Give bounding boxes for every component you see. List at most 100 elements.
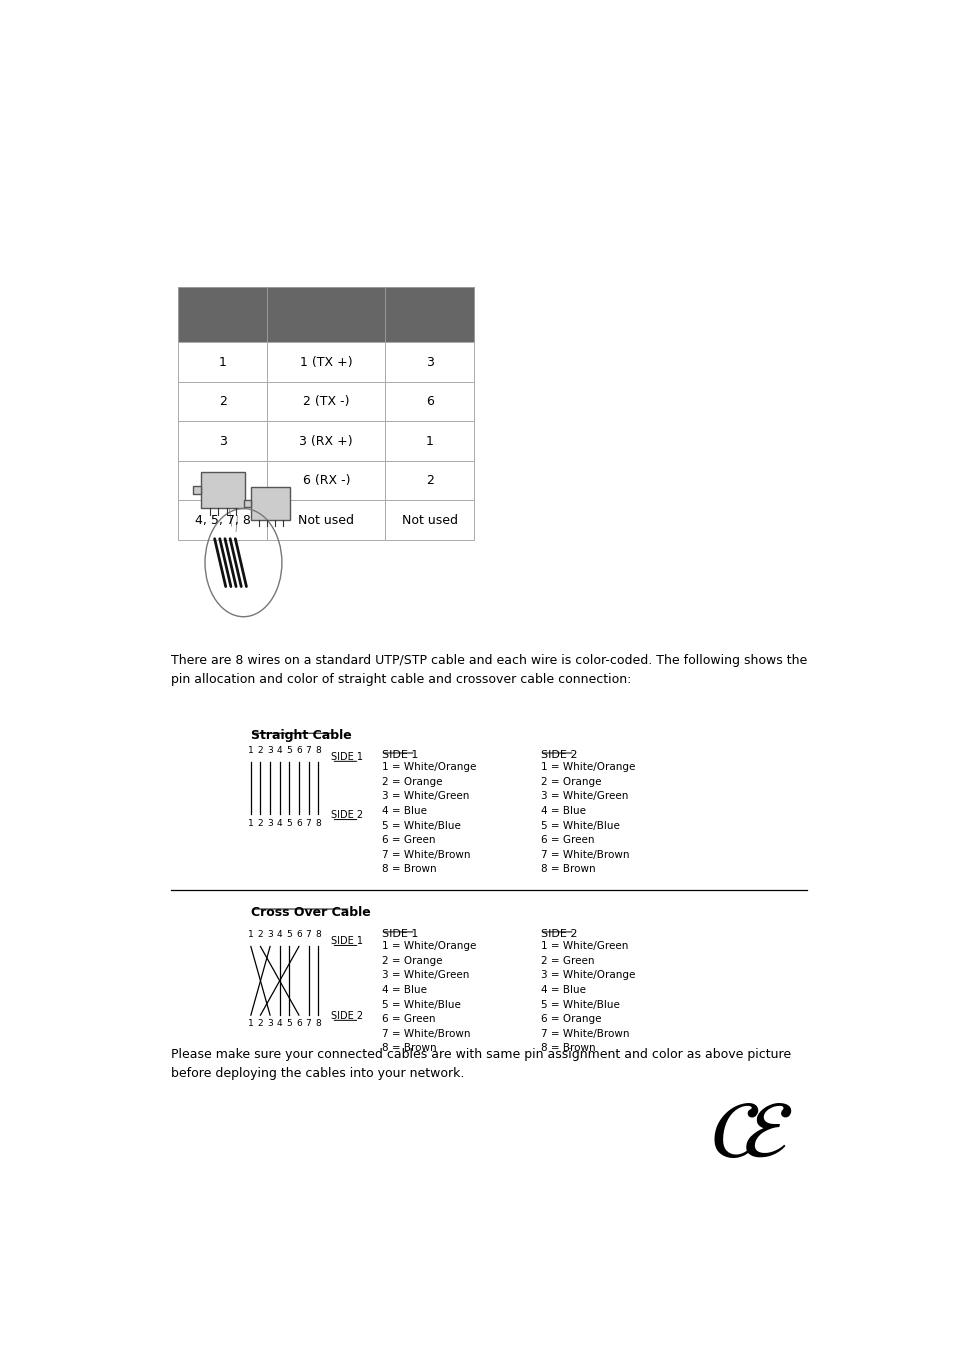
FancyBboxPatch shape xyxy=(178,342,267,382)
Text: 2: 2 xyxy=(257,1019,263,1028)
FancyBboxPatch shape xyxy=(178,500,267,540)
Text: 2: 2 xyxy=(218,394,227,408)
Text: 8: 8 xyxy=(314,819,320,828)
FancyBboxPatch shape xyxy=(178,461,267,500)
Text: 8 = Brown: 8 = Brown xyxy=(540,865,595,874)
Text: 4: 4 xyxy=(276,746,282,755)
Text: 1 (TX +): 1 (TX +) xyxy=(299,355,353,369)
Text: 7: 7 xyxy=(305,931,311,939)
Text: 1 = White/Orange: 1 = White/Orange xyxy=(381,762,476,773)
Text: 3 = White/Orange: 3 = White/Orange xyxy=(540,970,635,981)
Text: SIDE 2: SIDE 2 xyxy=(331,1011,363,1021)
Text: 8: 8 xyxy=(314,931,320,939)
Text: 7: 7 xyxy=(305,1019,311,1028)
Text: 3: 3 xyxy=(425,355,434,369)
Text: 1: 1 xyxy=(218,355,227,369)
Text: SIDE 2: SIDE 2 xyxy=(540,750,577,759)
FancyBboxPatch shape xyxy=(385,422,474,461)
Text: 2: 2 xyxy=(257,819,263,828)
Text: 5 = White/Blue: 5 = White/Blue xyxy=(381,1000,460,1009)
Text: 7: 7 xyxy=(305,819,311,828)
Text: 8: 8 xyxy=(314,746,320,755)
FancyBboxPatch shape xyxy=(267,500,385,540)
Text: 4 = Blue: 4 = Blue xyxy=(540,807,585,816)
Text: 5: 5 xyxy=(286,746,292,755)
FancyBboxPatch shape xyxy=(267,382,385,422)
Text: $\mathcal{C}\!\mathcal{E}$: $\mathcal{C}\!\mathcal{E}$ xyxy=(709,1096,792,1174)
Text: 3: 3 xyxy=(267,931,273,939)
Text: SIDE 1: SIDE 1 xyxy=(381,750,417,759)
Text: 1: 1 xyxy=(248,819,253,828)
Text: 6: 6 xyxy=(295,931,301,939)
Text: 1: 1 xyxy=(248,931,253,939)
Bar xyxy=(244,500,251,507)
FancyBboxPatch shape xyxy=(385,286,474,342)
Text: SIDE 2: SIDE 2 xyxy=(540,928,577,939)
Text: 3: 3 xyxy=(267,746,273,755)
Text: 3 = White/Green: 3 = White/Green xyxy=(381,792,469,801)
Text: 6: 6 xyxy=(425,394,434,408)
Text: 3: 3 xyxy=(267,819,273,828)
Text: 1: 1 xyxy=(248,1019,253,1028)
Text: 3 (RX +): 3 (RX +) xyxy=(299,435,353,447)
Text: 7 = White/Brown: 7 = White/Brown xyxy=(381,850,470,859)
FancyBboxPatch shape xyxy=(267,286,385,342)
Text: 4: 4 xyxy=(276,819,282,828)
Text: 2 = Orange: 2 = Orange xyxy=(381,777,442,786)
Text: 7 = White/Brown: 7 = White/Brown xyxy=(381,1028,470,1039)
Text: 3: 3 xyxy=(218,435,227,447)
Text: 1 = White/Orange: 1 = White/Orange xyxy=(540,762,635,773)
Text: 6 = Orange: 6 = Orange xyxy=(540,1015,600,1024)
Text: Straight Cable: Straight Cable xyxy=(251,730,352,742)
Text: 5: 5 xyxy=(286,819,292,828)
Text: 4 = Blue: 4 = Blue xyxy=(540,985,585,994)
Text: 5 = White/Blue: 5 = White/Blue xyxy=(381,820,460,831)
Bar xyxy=(193,485,200,494)
Text: 2: 2 xyxy=(257,931,263,939)
Text: 3 = White/Green: 3 = White/Green xyxy=(540,792,627,801)
Text: 4 = Blue: 4 = Blue xyxy=(381,985,426,994)
Text: 1: 1 xyxy=(425,435,434,447)
Text: SIDE 1: SIDE 1 xyxy=(331,936,363,946)
FancyBboxPatch shape xyxy=(178,422,267,461)
Text: 3 = White/Green: 3 = White/Green xyxy=(381,970,469,981)
FancyBboxPatch shape xyxy=(385,461,474,500)
Text: 6: 6 xyxy=(218,474,227,488)
Text: 1: 1 xyxy=(248,746,253,755)
Text: 7 = White/Brown: 7 = White/Brown xyxy=(540,1028,629,1039)
FancyBboxPatch shape xyxy=(178,286,267,342)
Text: 5 = White/Blue: 5 = White/Blue xyxy=(540,820,618,831)
Text: SIDE 1: SIDE 1 xyxy=(331,753,363,762)
Text: 2: 2 xyxy=(425,474,434,488)
FancyBboxPatch shape xyxy=(385,382,474,422)
Text: 8: 8 xyxy=(314,1019,320,1028)
Text: 2 = Orange: 2 = Orange xyxy=(381,957,442,966)
Text: 6: 6 xyxy=(295,819,301,828)
Text: 6 = Green: 6 = Green xyxy=(381,835,435,846)
FancyBboxPatch shape xyxy=(385,500,474,540)
Text: Not used: Not used xyxy=(298,513,354,527)
Text: 4 = Blue: 4 = Blue xyxy=(381,807,426,816)
FancyBboxPatch shape xyxy=(385,342,474,382)
FancyBboxPatch shape xyxy=(267,461,385,500)
Text: 5: 5 xyxy=(286,931,292,939)
Text: 6: 6 xyxy=(295,746,301,755)
Bar xyxy=(200,471,245,508)
Bar xyxy=(251,488,290,520)
Text: 7: 7 xyxy=(305,746,311,755)
FancyBboxPatch shape xyxy=(267,342,385,382)
Text: SIDE 1: SIDE 1 xyxy=(381,928,417,939)
Text: 2: 2 xyxy=(257,746,263,755)
Text: 5: 5 xyxy=(286,1019,292,1028)
Text: Please make sure your connected cables are with same pin assignment and color as: Please make sure your connected cables a… xyxy=(171,1048,790,1081)
Text: 8 = Brown: 8 = Brown xyxy=(381,865,436,874)
Text: 1 = White/Green: 1 = White/Green xyxy=(540,942,627,951)
Text: SIDE 2: SIDE 2 xyxy=(331,811,363,820)
FancyBboxPatch shape xyxy=(267,422,385,461)
Text: 4: 4 xyxy=(276,1019,282,1028)
Text: 6 (RX -): 6 (RX -) xyxy=(302,474,350,488)
Text: 7 = White/Brown: 7 = White/Brown xyxy=(540,850,629,859)
Text: 8 = Brown: 8 = Brown xyxy=(381,1043,436,1054)
Text: 2 = Green: 2 = Green xyxy=(540,957,594,966)
Text: 2 = Orange: 2 = Orange xyxy=(540,777,600,786)
